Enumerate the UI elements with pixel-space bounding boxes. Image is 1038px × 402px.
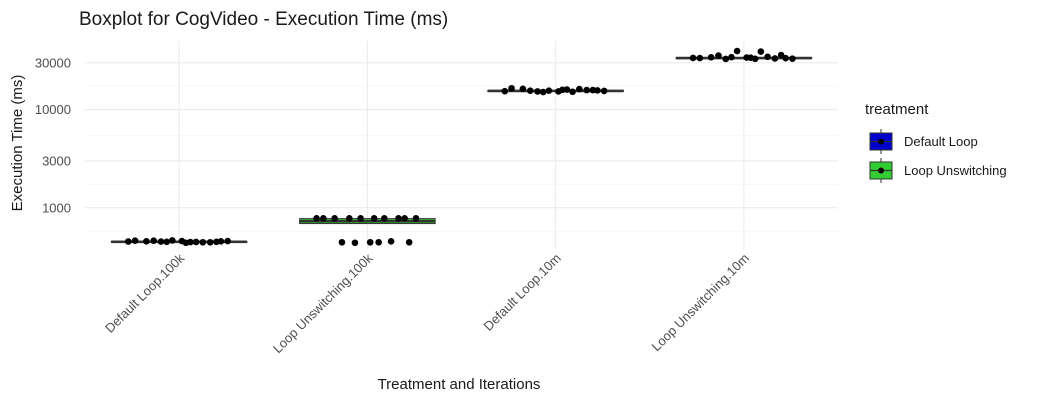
data-point: [320, 215, 327, 222]
data-point: [569, 88, 576, 96]
data-point: [764, 53, 771, 61]
data-point: [163, 238, 171, 246]
boxes: [110, 56, 813, 244]
data-point: [178, 237, 186, 245]
data-point: [689, 54, 697, 62]
gridlines: [85, 41, 838, 249]
data-point: [715, 52, 722, 59]
data-point: [199, 238, 207, 246]
data-point: [789, 55, 796, 63]
data-point: [757, 48, 765, 55]
data-point: [387, 238, 395, 245]
data-point: [583, 86, 590, 94]
data-point: [576, 85, 583, 93]
data-point: [405, 238, 413, 246]
data-point: [381, 215, 388, 222]
data-point: [563, 86, 571, 93]
data-point: [375, 238, 382, 246]
data-point: [157, 238, 165, 245]
data-point: [206, 238, 214, 246]
data-point: [545, 87, 553, 94]
legend: treatment Default Loop Loop Unswitching: [865, 101, 1007, 183]
data-point: [728, 53, 735, 61]
data-point: [722, 55, 730, 63]
legend-label: Default Loop: [904, 134, 978, 149]
data-point: [150, 237, 158, 244]
data-point: [217, 238, 225, 245]
data-point: [555, 88, 562, 95]
data-point: [187, 238, 194, 246]
data-point: [743, 54, 750, 61]
x-tick-label: Default Loop.10m: [481, 251, 564, 334]
data-point: [519, 85, 527, 93]
data-point: [346, 215, 353, 222]
y-axis-ticks: 1000 3000 10000 30000: [35, 55, 71, 215]
y-tick-label: 1000: [42, 200, 71, 215]
data-point: [412, 215, 420, 222]
data-point: [501, 87, 509, 95]
x-axis-title: Treatment and Iterations: [378, 376, 541, 393]
y-tick-label: 3000: [42, 153, 71, 168]
y-tick-label: 30000: [35, 55, 71, 70]
data-point: [696, 54, 704, 62]
data-point: [143, 238, 150, 245]
data-point: [600, 87, 608, 95]
data-points: [124, 47, 796, 247]
data-point: [366, 238, 374, 246]
x-tick-label: Loop Unswitching.100k: [270, 250, 376, 356]
data-point: [526, 87, 534, 94]
data-point: [782, 54, 789, 62]
data-point: [224, 237, 231, 245]
data-point: [401, 215, 408, 222]
data-point: [131, 237, 139, 244]
data-point: [357, 215, 364, 222]
data-point: [331, 215, 338, 222]
data-point: [169, 237, 176, 244]
data-point: [539, 88, 547, 96]
data-point: [124, 238, 132, 245]
data-point: [313, 215, 320, 222]
x-axis-ticks: Default Loop.100k Loop Unswitching.100k De…: [102, 250, 752, 356]
data-point: [707, 54, 715, 61]
legend-title: treatment: [865, 101, 929, 118]
chart-title: Boxplot for CogVideo - Execution Time (m…: [79, 9, 448, 30]
legend-key-point: [878, 138, 884, 145]
legend-label: Loop Unswitching: [904, 163, 1007, 178]
data-point: [351, 239, 359, 247]
x-tick-label: Default Loop.100k: [102, 250, 188, 336]
legend-key-point: [878, 167, 884, 174]
y-axis-title: Execution Time (ms): [9, 75, 26, 212]
data-point: [534, 88, 541, 95]
data-point: [733, 47, 741, 55]
data-point: [370, 215, 378, 222]
data-point: [395, 215, 402, 222]
y-tick-label: 10000: [35, 102, 71, 117]
data-point: [508, 84, 515, 92]
data-point: [594, 87, 601, 94]
data-point: [192, 238, 200, 246]
data-point: [338, 238, 346, 246]
x-tick-label: Loop Unswitching.10m: [648, 251, 752, 355]
data-point: [771, 55, 779, 62]
data-point: [751, 55, 759, 63]
